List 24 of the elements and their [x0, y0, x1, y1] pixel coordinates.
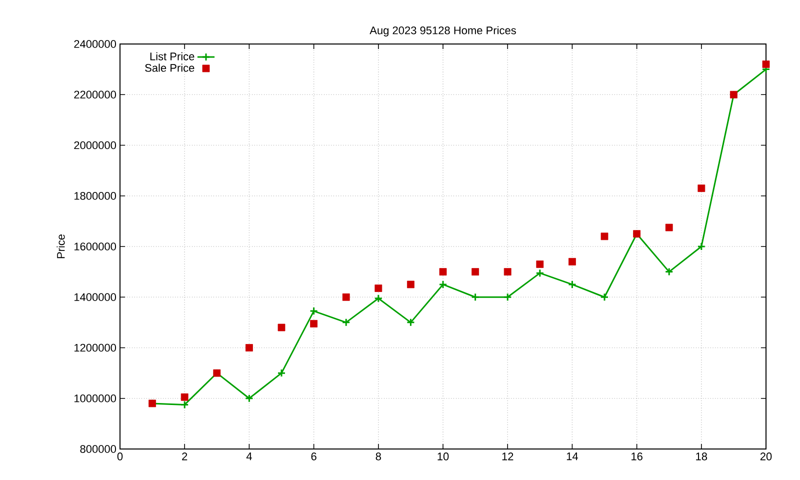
x-tick-label: 6: [311, 452, 316, 460]
x-tick-label: 20: [760, 452, 772, 460]
x-tick-label: 8: [376, 452, 381, 460]
x-tick-label: 18: [696, 452, 708, 460]
x-tick-label: 2: [182, 452, 188, 460]
y-tick-label: 2000000: [74, 141, 116, 150]
legend-label: Sale Price: [145, 64, 194, 72]
y-axis-title: Price: [56, 234, 65, 258]
y-tick-label: 1000000: [74, 394, 116, 402]
x-tick-label: 0: [117, 452, 123, 460]
x-tick-label: 4: [246, 452, 252, 460]
y-tick-label: 2200000: [74, 90, 116, 99]
legend-label: List Price: [150, 52, 194, 60]
y-tick-label: 2400000: [74, 40, 116, 48]
x-tick-label: 14: [566, 452, 578, 460]
x-tick-label: 10: [438, 452, 449, 460]
y-tick-label: 1600000: [74, 242, 116, 250]
chart-title: Aug 2023 95128 Home Prices: [370, 26, 516, 36]
y-tick-label: 1200000: [74, 344, 116, 352]
x-tick-label: 16: [632, 452, 642, 460]
y-tick-label: 1400000: [74, 293, 116, 302]
x-tick-label: 12: [502, 452, 514, 460]
y-tick-label: 1800000: [74, 192, 116, 200]
y-tick-label: 800000: [80, 445, 116, 453]
